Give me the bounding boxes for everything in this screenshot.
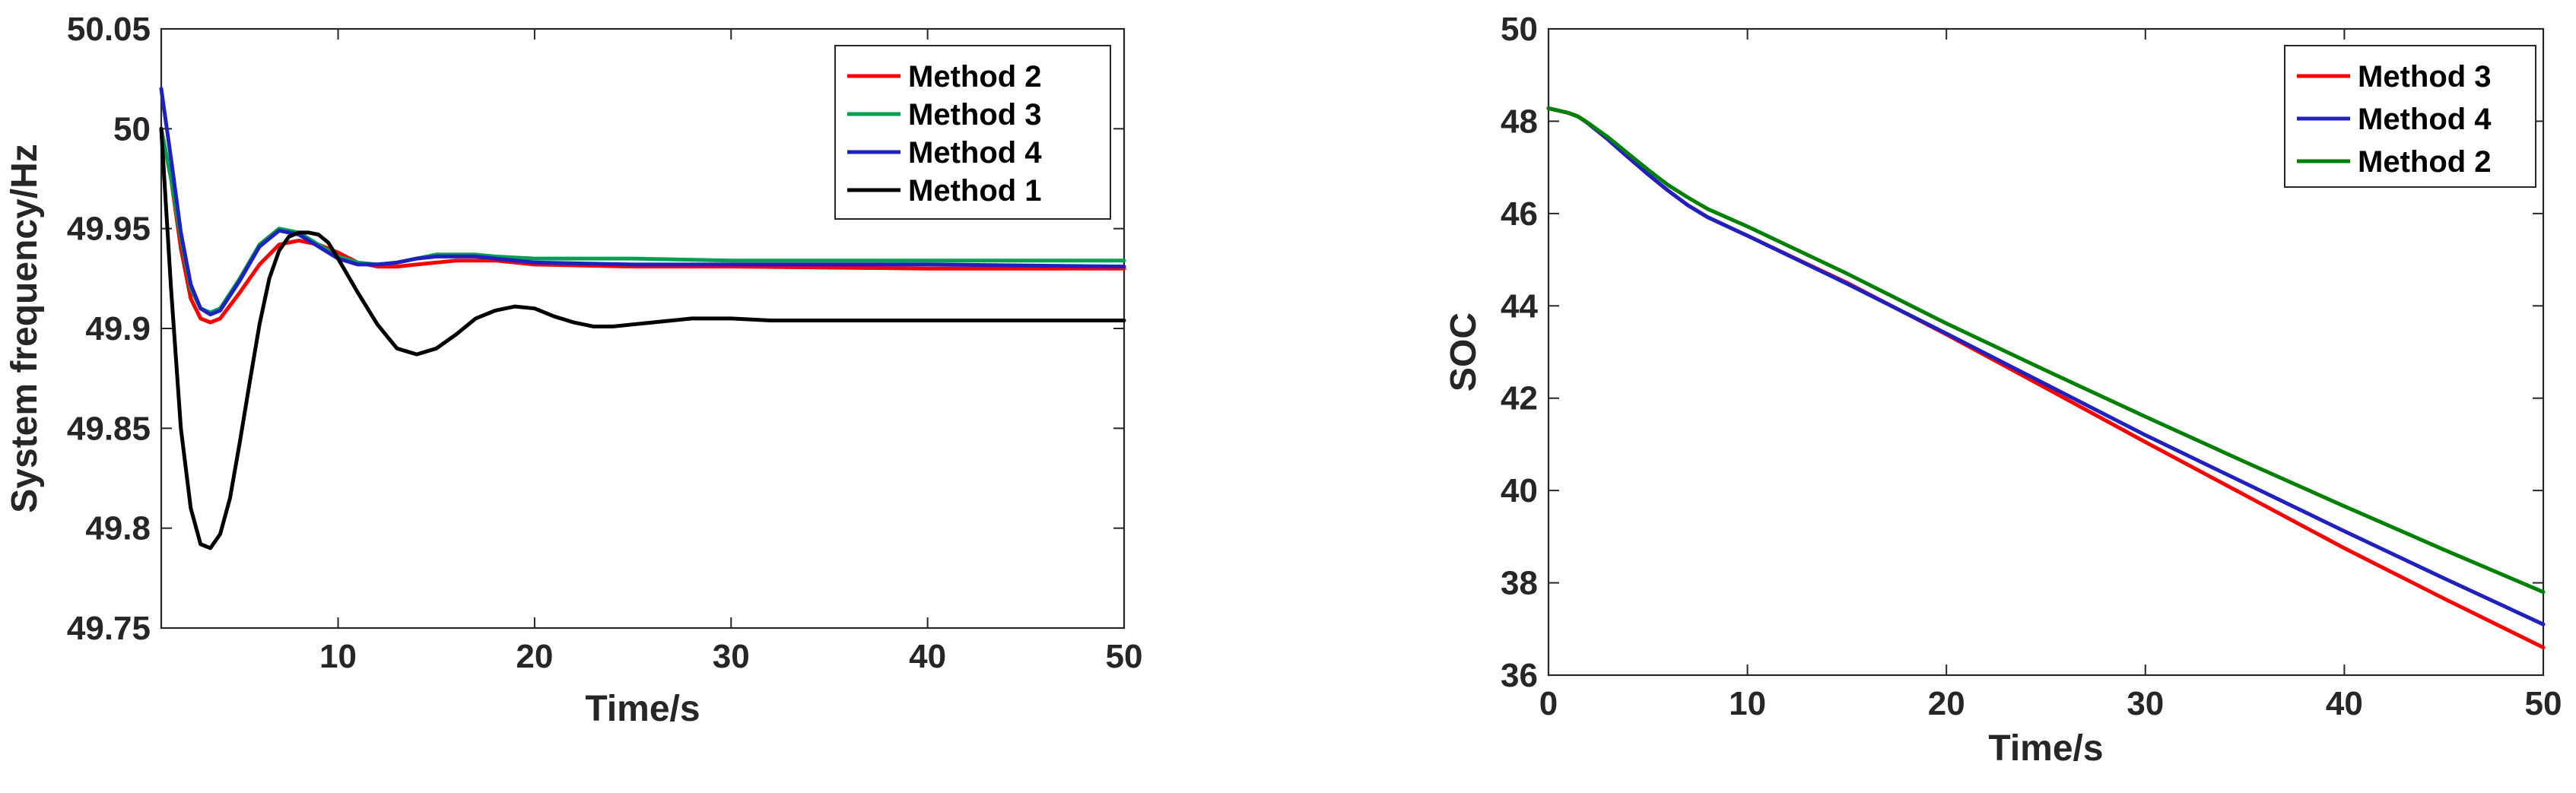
legend-entry-label: Method 4 [908, 136, 1042, 170]
legend-entry-label: Method 1 [908, 174, 1042, 208]
soc-chart: 0 10 20 30 40 50 36 38 40 42 44 46 48 50 Time/s SOC Meth… [1444, 11, 2562, 769]
y-tick-label: 50 [1501, 11, 1538, 48]
series-line-method-1 [159, 126, 1126, 550]
y-tick-label: 49.75 [67, 610, 151, 647]
y-tick-label: 50 [113, 110, 151, 147]
x-tick-label: 40 [2326, 685, 2363, 722]
legend: Method 2 Method 3 Method 4 Method 1 [834, 45, 1111, 220]
y-tick-label: 36 [1501, 657, 1538, 694]
y-tick-label: 49.85 [67, 410, 151, 447]
y-tick-label: 50.05 [67, 11, 151, 48]
x-tick-label: 0 [1539, 685, 1558, 722]
x-tick-label: 20 [516, 638, 553, 675]
legend-entry-label: Method 2 [908, 60, 1042, 94]
y-tick-label: 44 [1501, 287, 1538, 325]
legend-entry-label: Method 4 [2358, 103, 2492, 136]
series-line-method-2 [1546, 106, 2546, 595]
x-tick-label: 20 [1928, 685, 1965, 722]
x-tick-label: 50 [1106, 638, 1143, 675]
y-axis-label: System frequency/Hz [5, 144, 45, 513]
y-tick-label: 49.8 [85, 510, 151, 547]
y-tick-label: 42 [1501, 380, 1538, 417]
legend-entry-label: Method 2 [2358, 145, 2492, 179]
y-axis-label: SOC [1444, 312, 1484, 392]
x-tick-label: 30 [2127, 685, 2164, 722]
x-tick-label: 40 [909, 638, 946, 675]
legend-entry-label: Method 3 [908, 98, 1042, 132]
x-axis-label: Time/s [1988, 728, 2103, 769]
y-tick-label: 49.95 [67, 211, 151, 248]
series-line-method-4 [159, 87, 1126, 317]
x-tick-label: 50 [2525, 685, 2562, 722]
x-tick-label: 30 [713, 638, 750, 675]
y-tick-label: 49.9 [85, 310, 151, 347]
legend-entry-label: Method 3 [2358, 60, 2492, 94]
y-tick-label: 38 [1501, 565, 1538, 602]
legend-box [2284, 45, 2536, 188]
series-line-method-2 [159, 126, 1126, 325]
frequency-chart: 10 20 30 40 50 49.75 49.8 49.85 49.9 49.95 50 50.05… [5, 11, 1142, 729]
x-tick-label: 10 [319, 638, 357, 675]
y-tick-label: 46 [1501, 195, 1538, 233]
y-tick-label: 40 [1501, 472, 1538, 509]
y-tick-label: 48 [1501, 103, 1538, 140]
legend: Method 3 Method 4 Method 2 [2284, 45, 2536, 188]
x-axis-label: Time/s [585, 689, 700, 729]
x-tick-label: 10 [1729, 685, 1766, 722]
